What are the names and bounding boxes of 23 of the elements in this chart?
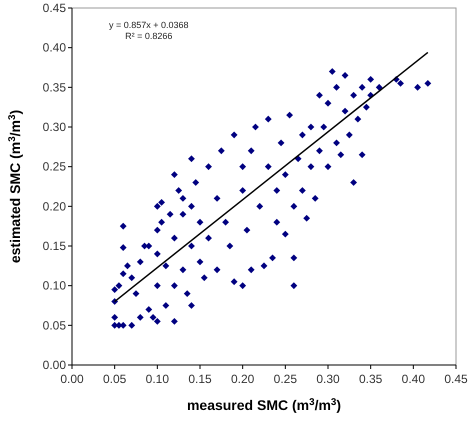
- y-tick-label: 0.45: [42, 1, 66, 15]
- x-tick-label: 0.20: [230, 372, 255, 386]
- y-tick-label: 0.10: [42, 278, 66, 293]
- y-tick-label: 0.20: [42, 199, 66, 214]
- y-tick-label: 0.35: [42, 80, 66, 94]
- x-tick-label: 0.25: [274, 372, 298, 386]
- y-tick-label: 0.25: [42, 160, 66, 174]
- x-tick-label: 0.00: [60, 372, 84, 386]
- x-axis-title: measured SMC (m$^{3}$/m$^{3}$): [186, 396, 342, 413]
- y-tick-label: 0.40: [42, 40, 66, 55]
- y-tick-label: 0.05: [42, 318, 66, 332]
- y-tick-label: 0.00: [42, 358, 66, 372]
- x-tick-label: 0.05: [102, 372, 127, 386]
- x-tick-label: 0.45: [444, 372, 468, 386]
- x-tick-label: 0.35: [358, 372, 383, 386]
- y-tick-label: 0.30: [42, 120, 66, 134]
- y-tick-label: 0.15: [42, 239, 66, 253]
- x-tick-label: 0.30: [316, 372, 340, 386]
- annotation: y = 0.857x + 0.0368: [109, 20, 189, 30]
- annotation: R² = 0.8266: [125, 31, 172, 41]
- x-tick-label: 0.10: [146, 372, 170, 386]
- x-tick-label: 0.15: [188, 372, 212, 386]
- x-tick-label: 0.40: [402, 372, 426, 386]
